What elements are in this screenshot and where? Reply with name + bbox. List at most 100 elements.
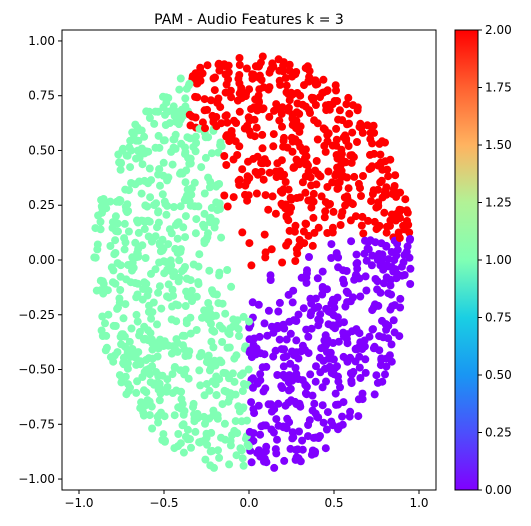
scatter-point <box>284 398 293 407</box>
scatter-point <box>214 446 222 455</box>
scatter-point <box>304 167 313 176</box>
scatter-point <box>196 76 205 85</box>
scatter-point <box>390 189 399 198</box>
scatter-point <box>154 411 163 420</box>
scatter-point <box>276 167 285 176</box>
scatter-point <box>106 242 115 250</box>
scatter-point <box>227 282 236 291</box>
scatter-point <box>368 162 376 171</box>
scatter-point <box>147 402 156 411</box>
scatter-point <box>145 114 154 122</box>
scatter-point <box>289 433 298 442</box>
scatter-point <box>264 400 273 409</box>
scatter-point <box>96 217 105 226</box>
scatter-point <box>313 135 322 144</box>
scatter-point <box>286 329 295 338</box>
scatter-point <box>376 150 385 159</box>
scatter-point <box>159 257 168 266</box>
scatter-point <box>310 399 319 408</box>
scatter-point <box>364 216 373 225</box>
scatter-point <box>308 406 317 415</box>
scatter-point <box>359 172 367 180</box>
scatter-point <box>271 209 280 218</box>
scatter-point <box>221 309 230 318</box>
y-tick-label: −0.50 <box>18 363 55 377</box>
scatter-point <box>178 331 187 340</box>
colorbar-gradient <box>455 30 478 490</box>
scatter-point <box>224 75 233 84</box>
scatter-point <box>267 245 276 254</box>
scatter-point <box>241 92 250 101</box>
scatter-point <box>222 132 231 141</box>
scatter-point <box>97 326 106 335</box>
scatter-point <box>313 119 322 128</box>
scatter-point <box>153 320 161 329</box>
scatter-point <box>174 277 183 286</box>
scatter-point <box>222 161 231 169</box>
scatter-point <box>373 285 382 294</box>
scatter-point <box>360 249 369 258</box>
scatter-point <box>314 321 323 330</box>
scatter-point <box>323 131 332 140</box>
scatter-point <box>304 332 313 341</box>
scatter-point <box>342 287 351 296</box>
scatter-point <box>336 221 345 229</box>
scatter-point <box>259 175 268 184</box>
scatter-point <box>126 163 135 172</box>
scatter-point <box>265 83 274 92</box>
scatter-point <box>181 302 190 310</box>
scatter-point <box>116 286 125 294</box>
scatter-point <box>183 425 192 434</box>
scatter-point <box>223 266 232 274</box>
scatter-point <box>247 261 256 270</box>
scatter-point <box>133 249 142 258</box>
y-tick-label: 0.00 <box>28 253 55 267</box>
scatter-point <box>229 193 238 202</box>
scatter-point <box>127 324 136 333</box>
scatter-point <box>313 274 322 283</box>
scatter-point <box>155 282 164 291</box>
scatter-point <box>145 411 154 420</box>
scatter-point <box>235 107 244 116</box>
scatter-point <box>260 350 269 359</box>
scatter-point <box>307 299 316 308</box>
scatter-point <box>168 285 177 294</box>
scatter-point <box>297 273 306 282</box>
scatter-point <box>243 416 251 425</box>
scatter-point <box>333 362 341 371</box>
scatter-point <box>247 458 256 467</box>
x-tick-label: −1.0 <box>64 496 93 510</box>
scatter-point <box>225 460 234 469</box>
scatter-point <box>206 461 215 470</box>
scatter-point <box>283 414 292 423</box>
scatter-point <box>387 210 396 219</box>
scatter-point <box>282 352 291 361</box>
scatter-point <box>261 191 270 200</box>
scatter-point <box>260 454 269 463</box>
scatter-point <box>191 147 200 156</box>
scatter-point <box>132 310 141 319</box>
scatter-point <box>279 422 288 431</box>
scatter-point <box>254 401 263 410</box>
scatter-point <box>238 165 247 174</box>
y-tick-label: −0.75 <box>18 417 55 431</box>
scatter-point <box>378 165 387 174</box>
scatter-point <box>350 172 359 181</box>
scatter-point <box>230 116 238 125</box>
scatter-point <box>259 159 268 168</box>
scatter-point <box>245 335 254 344</box>
scatter-point <box>191 69 200 78</box>
scatter-point <box>369 186 378 195</box>
scatter-point <box>278 258 287 267</box>
scatter-point <box>138 241 147 250</box>
scatter-point <box>210 86 219 95</box>
scatter-point <box>348 128 357 137</box>
scatter-point <box>131 238 140 247</box>
scatter-point <box>384 321 393 330</box>
scatter-point <box>340 279 348 288</box>
scatter-point <box>193 414 202 423</box>
scatter-point <box>400 225 409 234</box>
scatter-point <box>291 257 300 265</box>
scatter-point <box>324 200 333 209</box>
scatter-point <box>231 417 240 426</box>
